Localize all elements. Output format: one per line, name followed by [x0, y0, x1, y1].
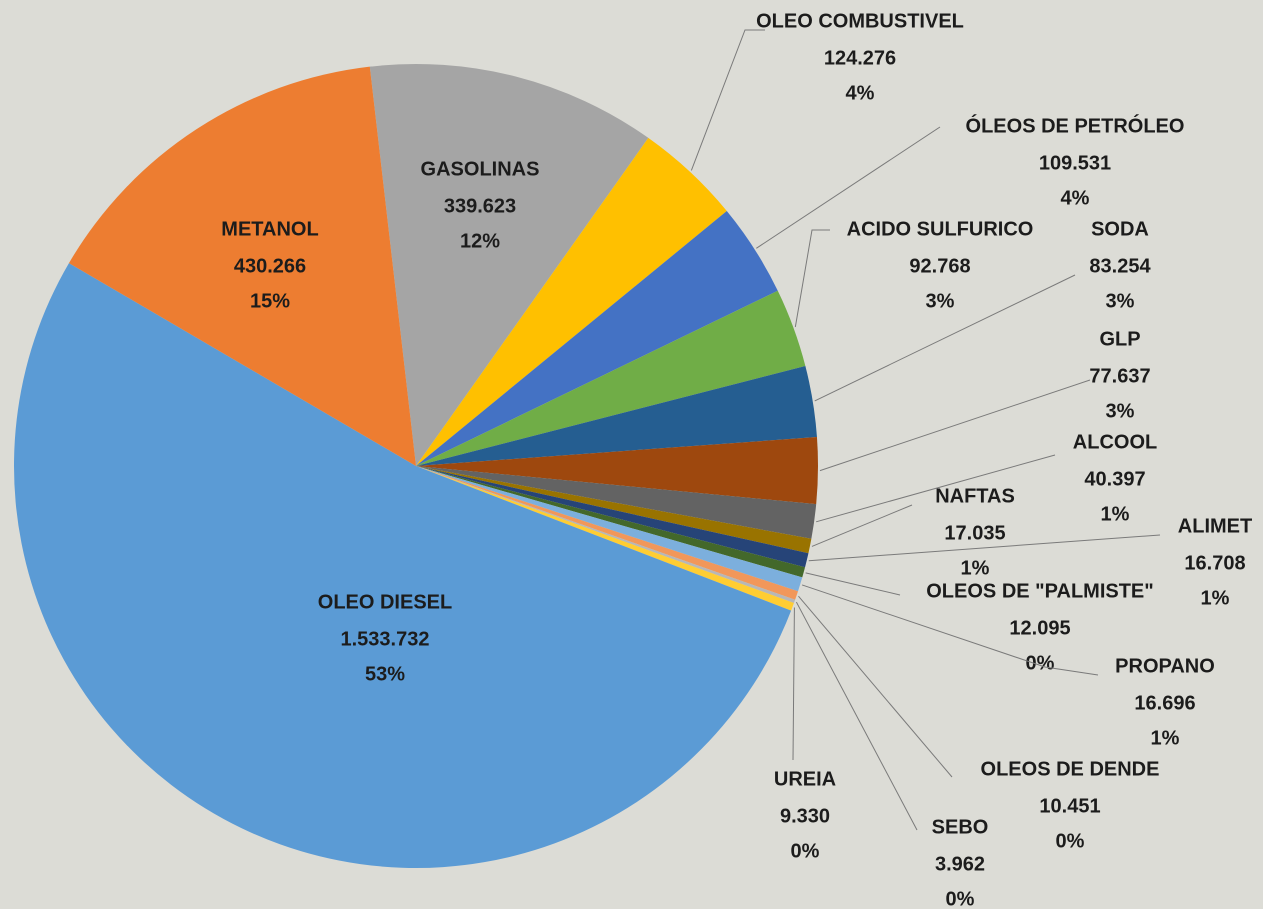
pie-slice: [416, 366, 817, 466]
slice-label-name: GLP: [1099, 328, 1140, 350]
slice-label-name: OLEOS DE "PALMISTE": [926, 580, 1154, 602]
pie-slice: [416, 211, 778, 466]
slice-label-percent: 3%: [926, 290, 955, 312]
slice-label-name: OLEO DIESEL: [318, 591, 452, 613]
slice-label-percent: 0%: [1026, 652, 1055, 674]
slice-label-percent: 1%: [1151, 727, 1180, 749]
pie-slice: [416, 466, 817, 539]
slice-label-value: 339.623: [444, 195, 516, 217]
slice-label-value: 3.962: [935, 853, 985, 875]
slice-label-value: 109.531: [1039, 152, 1111, 174]
leader-line: [794, 229, 830, 328]
pie-slice: [416, 466, 806, 578]
slice-label-value: 430.266: [234, 255, 306, 277]
pie-slice: [416, 290, 806, 466]
leader-line: [792, 607, 795, 761]
slice-label-percent: 53%: [365, 663, 405, 685]
slice-label-percent: 1%: [1101, 503, 1130, 525]
slice-label-value: 124.276: [824, 47, 896, 69]
pie-slice: [416, 466, 812, 554]
leader-line: [808, 534, 1161, 562]
slice-label-name: ALCOOL: [1073, 431, 1157, 453]
slice-label-value: 17.035: [944, 522, 1005, 544]
leader-line: [801, 584, 1099, 676]
slice-label-name: PROPANO: [1115, 655, 1215, 677]
slice-label-value: 1.533.732: [341, 628, 430, 650]
slice-label-name: ÓLEOS DE PETRÓLEO: [966, 113, 1185, 137]
slice-label-name: SEBO: [932, 816, 989, 838]
slice-label-value: 40.397: [1084, 468, 1145, 490]
slice-label-percent: 0%: [1056, 830, 1085, 852]
pie-slice: [416, 466, 809, 568]
leader-line: [756, 126, 941, 249]
pie-slice: [416, 466, 796, 604]
leader-line: [798, 595, 953, 778]
pie-slice: [68, 66, 416, 466]
leader-line: [811, 504, 913, 547]
slice-label-name: UREIA: [774, 768, 836, 790]
slice-label-percent: 0%: [946, 888, 975, 909]
slice-label-percent: 12%: [460, 230, 500, 252]
slice-label-value: 9.330: [780, 805, 830, 827]
leader-line: [819, 379, 1091, 472]
slice-label-value: 16.696: [1134, 692, 1195, 714]
slice-label-name: OLEO COMBUSTIVEL: [756, 10, 964, 32]
leader-line: [795, 601, 918, 831]
slice-label-percent: 3%: [1106, 290, 1135, 312]
slice-label-percent: 0%: [791, 840, 820, 862]
leader-line: [690, 29, 765, 171]
pie-slice: [416, 466, 803, 592]
slice-label-name: GASOLINAS: [421, 158, 540, 180]
slice-label-percent: 15%: [250, 290, 290, 312]
slice-label-value: 77.637: [1089, 365, 1150, 387]
slice-label-value: 83.254: [1089, 255, 1151, 277]
pie-slice: [369, 63, 649, 466]
slice-label-percent: 4%: [846, 82, 875, 104]
slice-label-name: ALIMET: [1178, 515, 1252, 537]
pie-slice: [13, 263, 792, 869]
slice-label-value: 16.708: [1184, 552, 1245, 574]
slice-label-value: 10.451: [1039, 795, 1100, 817]
leader-line: [805, 572, 901, 596]
pie-slice: [416, 137, 727, 467]
pie-slice: [416, 466, 799, 600]
slice-label-value: 12.095: [1009, 617, 1070, 639]
slice-label-percent: 3%: [1106, 400, 1135, 422]
pie-slice: [416, 466, 794, 611]
slice-label-percent: 1%: [1201, 587, 1230, 609]
slice-label-name: SODA: [1091, 218, 1149, 240]
leader-line: [815, 454, 1056, 523]
slice-label-name: NAFTAS: [935, 485, 1015, 507]
slice-label-value: 92.768: [909, 255, 970, 277]
pie-slice: [416, 437, 818, 505]
slice-label-percent: 1%: [961, 557, 990, 579]
slice-label-percent: 4%: [1061, 187, 1090, 209]
slice-label-name: ACIDO SULFURICO: [847, 218, 1034, 240]
slice-label-name: METANOL: [221, 218, 318, 240]
slice-label-name: OLEOS DE DENDE: [981, 758, 1160, 780]
leader-line: [814, 274, 1076, 402]
